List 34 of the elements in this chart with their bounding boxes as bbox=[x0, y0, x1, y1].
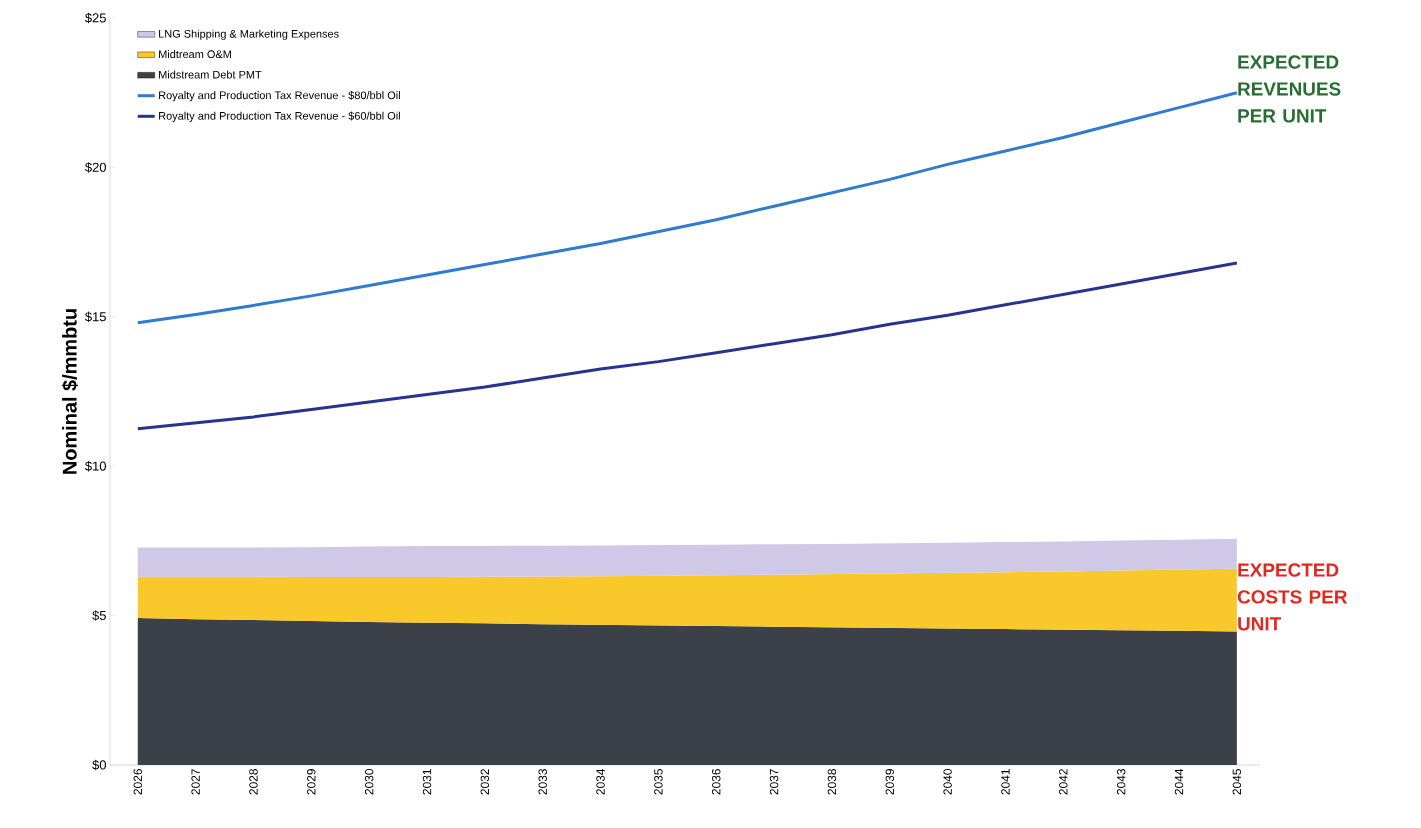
x-tick-label: 2044 bbox=[1174, 768, 1184, 795]
y-tick-label: $20 bbox=[85, 162, 106, 173]
x-tick-label: 2028 bbox=[249, 769, 258, 795]
legend-label: Royalty and Production Tax Revenue - $60/bbl Oil bbox=[159, 111, 400, 122]
x-tick-label: 2037 bbox=[769, 769, 779, 795]
x-tick-label: 2035 bbox=[654, 769, 663, 795]
x-tick-label: 2029 bbox=[307, 769, 316, 795]
x-tick-label: 2032 bbox=[480, 769, 490, 795]
x-tick-label: 2031 bbox=[422, 769, 432, 795]
text: EXPECTED COSTS PER UNIT bbox=[1237, 563, 1348, 631]
x-tick-label: 2045 bbox=[1232, 769, 1242, 795]
x-tick-label: 2043 bbox=[1116, 769, 1126, 795]
legend-label: LNG Shipping & Marketing Expenses bbox=[159, 29, 339, 40]
x-tick-label: 2034 bbox=[596, 768, 605, 795]
y-tick-label: $25 bbox=[85, 12, 106, 24]
x-tick-label: 2030 bbox=[364, 768, 374, 795]
text: EXPECTED REVENUES PER UNIT bbox=[1238, 55, 1341, 123]
x-tick-label: 2041 bbox=[1001, 769, 1010, 795]
y-axis-title: Nominal $/mmbtu bbox=[61, 309, 79, 474]
x-tick-label: 2026 bbox=[133, 769, 142, 795]
legend-label: Midstream Debt PMT bbox=[159, 70, 262, 79]
y-tick-label: $0 bbox=[92, 759, 106, 771]
x-tick-label: 2038 bbox=[827, 769, 837, 795]
y-tick-label: $15 bbox=[85, 311, 106, 323]
x-tick-label: 2042 bbox=[1059, 769, 1068, 795]
x-tick-label: 2033 bbox=[538, 769, 547, 795]
x-tick-label: 2027 bbox=[191, 769, 200, 795]
y-tick-label: $5 bbox=[92, 610, 106, 621]
x-tick-label: 2040 bbox=[943, 768, 952, 795]
y-tick-label: $10 bbox=[85, 460, 106, 472]
legend-label: Royalty and Production Tax Revenue - $80/bbl Oil bbox=[159, 90, 400, 102]
x-tick-label: 2036 bbox=[712, 769, 721, 795]
x-tick-label: 2039 bbox=[885, 769, 894, 795]
legend-label: Midtream O&M bbox=[159, 50, 231, 59]
